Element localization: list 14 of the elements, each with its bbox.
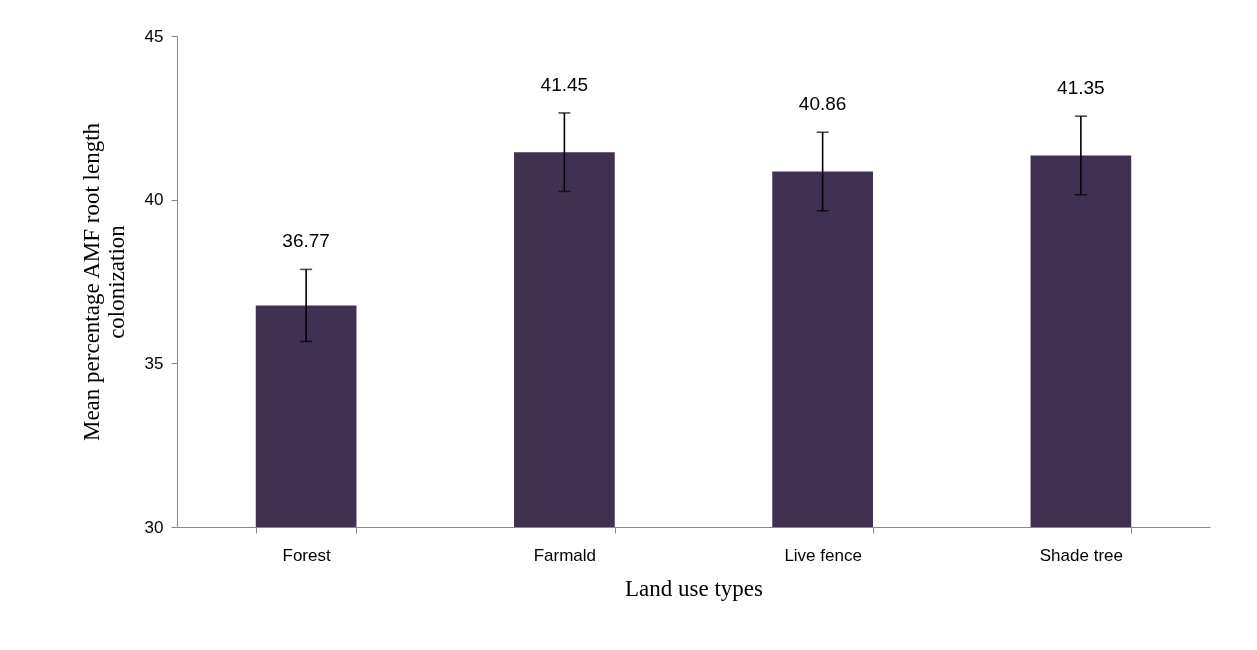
data-label: 41.35 xyxy=(1057,77,1105,99)
y-axis-title: Mean percentage AMF root length colonization xyxy=(78,122,129,442)
y-tick-label: 40 xyxy=(144,190,164,210)
y-tick-label: 30 xyxy=(144,517,164,537)
x-tick-label: Farmald xyxy=(533,545,597,565)
x-tick-label: Forest xyxy=(282,545,331,565)
data-label: 36.77 xyxy=(282,230,330,252)
x-axis-title: Land use types xyxy=(625,575,764,601)
data-label: 41.45 xyxy=(540,73,589,95)
x-tick-label: Live fence xyxy=(784,545,862,565)
y-tick-label: 35 xyxy=(144,353,164,373)
x-tick-label: Shade tree xyxy=(1039,545,1123,565)
data-label: 40.86 xyxy=(798,93,847,115)
y-tick-label: 45 xyxy=(144,26,164,46)
